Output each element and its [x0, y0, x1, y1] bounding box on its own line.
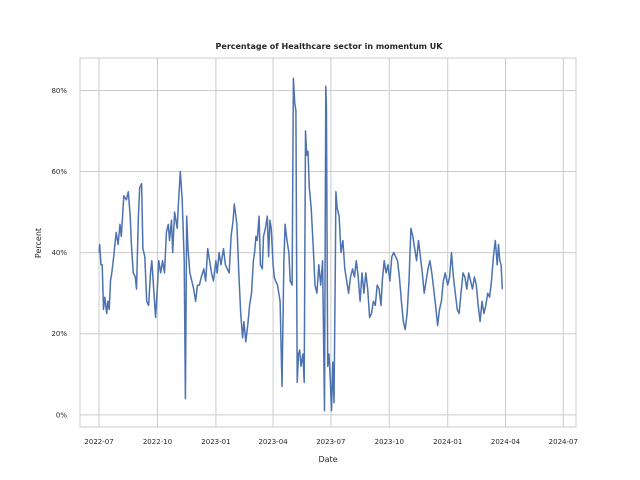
y-tick-label: 20% — [51, 330, 67, 338]
x-tick-label: 2022-10 — [143, 438, 172, 446]
y-tick-label: 80% — [51, 87, 67, 95]
y-tick-labels: 0% 20% 40% 60% 80% — [51, 87, 67, 419]
y-tick-label: 0% — [56, 411, 67, 419]
series-layer — [98, 77, 504, 412]
x-axis-label: Date — [318, 455, 337, 464]
x-tick-label: 2023-07 — [316, 438, 345, 446]
x-tick-labels: 2022-07 2022-10 2023-01 2023-04 2023-07 2023-… — [84, 438, 577, 446]
y-tick-label: 40% — [51, 249, 67, 257]
series-line-0 — [98, 77, 504, 412]
chart-title: Percentage of Healthcare sector in momen… — [216, 42, 444, 51]
x-tick-label: 2024-04 — [491, 438, 521, 446]
x-tick-label: 2024-07 — [549, 438, 578, 446]
plot-area-frame — [79, 57, 577, 428]
y-axis-label: Percent — [34, 228, 43, 258]
x-tick-label: 2023-01 — [201, 438, 230, 446]
x-tick-label: 2024-01 — [433, 438, 462, 446]
x-tick-label: 2022-07 — [84, 438, 113, 446]
y-tick-label: 60% — [51, 168, 67, 176]
x-gridlines — [98, 58, 564, 427]
x-tick-label: 2023-04 — [258, 438, 288, 446]
x-tick-label: 2023-10 — [375, 438, 404, 446]
